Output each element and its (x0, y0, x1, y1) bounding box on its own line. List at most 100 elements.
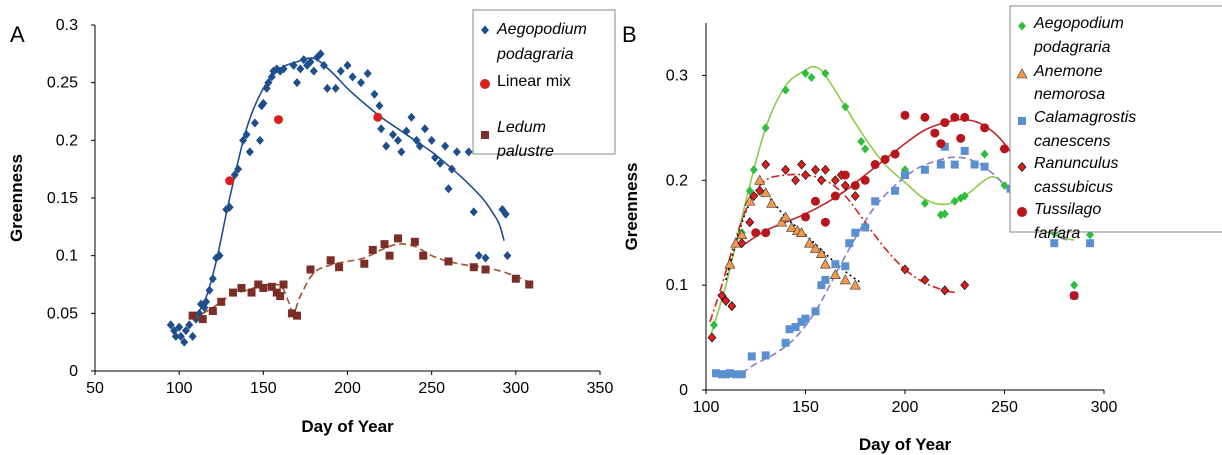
legend-label: Calamagrostis (1034, 109, 1136, 126)
data-point (208, 307, 217, 316)
data-point (721, 295, 731, 306)
legend-label: Ranunculus (1034, 155, 1119, 172)
legend-symbol (1016, 68, 1028, 79)
data-point (335, 263, 344, 272)
legend-symbol (481, 25, 489, 35)
data-point (229, 288, 238, 297)
data-point (890, 149, 900, 159)
data-point (920, 112, 930, 122)
x-tick-label: 300 (502, 380, 529, 397)
data-point (394, 234, 402, 243)
data-point (296, 64, 305, 74)
data-point (373, 112, 383, 122)
data-point (950, 112, 960, 122)
data-point (267, 282, 276, 291)
legend-symbol (1017, 207, 1027, 217)
data-point (309, 66, 318, 76)
data-point (1050, 239, 1059, 248)
data-point (980, 123, 990, 133)
legend-label: podagraria (1033, 39, 1111, 56)
data-point (761, 228, 771, 238)
y-tick-label: 0 (69, 363, 78, 380)
data-point (781, 338, 790, 347)
data-point (331, 83, 340, 93)
data-point (385, 251, 394, 260)
data-point (388, 130, 397, 140)
data-point (343, 60, 352, 70)
x-axis-title: Day of Year (859, 435, 952, 454)
data-point (786, 221, 798, 232)
legend-box (1009, 5, 1222, 233)
data-point (930, 128, 940, 138)
legend-symbol (480, 79, 490, 89)
data-point (370, 89, 379, 99)
data-point (811, 307, 820, 316)
data-point (402, 126, 411, 136)
data-point (441, 141, 450, 151)
fit-curve-tussilago-farfara (745, 118, 1041, 244)
data-point (731, 370, 740, 379)
data-point (936, 139, 946, 149)
data-point (709, 320, 718, 330)
legend-label: nemorosa (1034, 86, 1105, 103)
data-point (503, 251, 512, 261)
data-point (239, 135, 248, 145)
data-point (809, 242, 821, 253)
y-tick-label: 0.25 (47, 75, 78, 92)
data-point (356, 78, 365, 88)
data-point (185, 320, 194, 330)
legend-label: Aegopodium (496, 21, 587, 38)
data-point (474, 251, 483, 261)
series-ledum-palustre (188, 234, 534, 324)
data-point (188, 331, 197, 341)
data-point (830, 191, 840, 201)
data-point (861, 144, 870, 154)
data-point (830, 175, 840, 186)
data-point (1086, 230, 1095, 240)
data-point (817, 175, 826, 186)
x-tick-label: 250 (418, 380, 445, 397)
series-aegopodium-podagraria (709, 68, 1095, 330)
data-point (289, 60, 298, 70)
data-point (259, 98, 268, 108)
data-point (255, 135, 264, 145)
data-point (237, 283, 246, 292)
data-point (801, 212, 810, 222)
series-aegopodium-podagraria (166, 49, 512, 347)
data-point (217, 297, 226, 306)
y-tick-label: 0.15 (47, 190, 78, 207)
data-point (850, 191, 860, 201)
data-point (525, 280, 534, 289)
data-point (745, 217, 755, 228)
y-tick-label: 0 (679, 382, 688, 399)
data-point (815, 248, 827, 258)
data-point (821, 275, 830, 284)
data-point (225, 176, 235, 186)
data-point (745, 186, 754, 196)
data-point (293, 78, 301, 88)
data-point (348, 72, 357, 82)
data-point (870, 160, 880, 170)
data-point (796, 227, 808, 238)
y-tick-label: 0.2 (56, 132, 78, 149)
data-point (1069, 291, 1079, 301)
data-point (891, 186, 900, 195)
data-point (234, 164, 243, 174)
data-point (811, 164, 820, 175)
data-point (803, 237, 815, 248)
data-point (936, 160, 945, 169)
data-point (250, 118, 259, 128)
data-point (761, 123, 770, 133)
data-point (511, 274, 520, 283)
data-point (761, 351, 770, 360)
data-point (940, 118, 950, 128)
data-point (810, 196, 820, 206)
legend-label: Aegopodium (1033, 15, 1124, 32)
data-point (427, 135, 436, 145)
data-point (198, 315, 207, 324)
data-point (264, 78, 273, 88)
data-point (436, 158, 445, 168)
data-point (397, 147, 406, 157)
series-ranunculus-cassubicus (707, 159, 970, 343)
series-calamagrostis-canescens (711, 142, 1095, 379)
